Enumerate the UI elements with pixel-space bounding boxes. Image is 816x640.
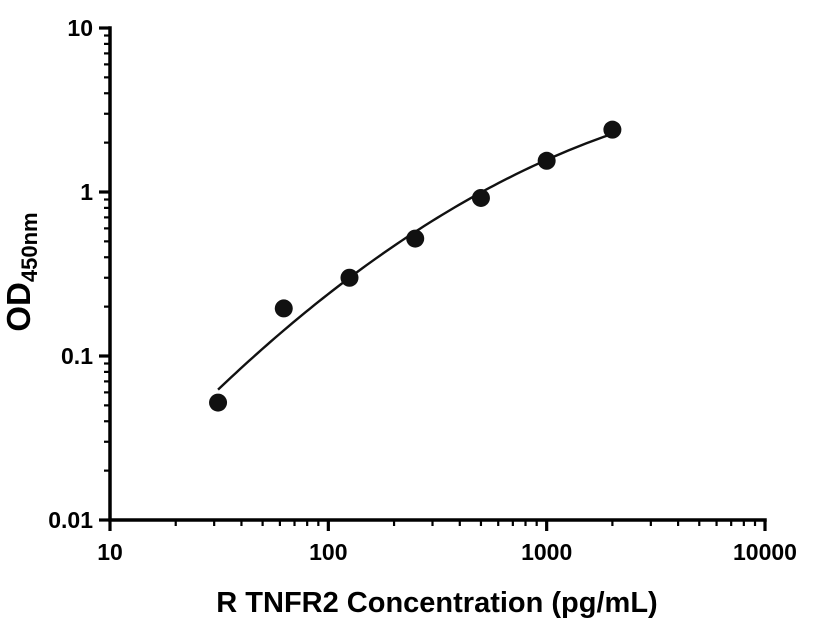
y-tick-label: 10 <box>67 15 93 41</box>
data-point <box>537 151 556 170</box>
data-point <box>603 120 622 139</box>
x-tick-label: 10000 <box>733 539 797 565</box>
data-point <box>471 188 490 207</box>
data-point <box>406 229 425 248</box>
axes-spines <box>108 26 767 522</box>
fit-curve <box>217 132 613 391</box>
y-axis-title-main: OD <box>0 282 37 332</box>
x-tick-label: 1000 <box>521 539 572 565</box>
y-tick-label: 0.01 <box>48 507 93 533</box>
y-tick-label: 1 <box>80 179 93 205</box>
y-axis-title-sub: 450nm <box>17 212 42 282</box>
x-tick-label: 100 <box>309 539 347 565</box>
x-tick-label: 10 <box>97 539 123 565</box>
y-axis-title: OD450nm <box>0 212 42 331</box>
x-axis-title: R TNFR2 Concentration (pg/mL) <box>216 587 657 619</box>
data-point <box>274 299 293 318</box>
data-point <box>209 393 228 412</box>
y-tick-label: 0.1 <box>61 343 93 369</box>
data-point <box>340 268 359 287</box>
